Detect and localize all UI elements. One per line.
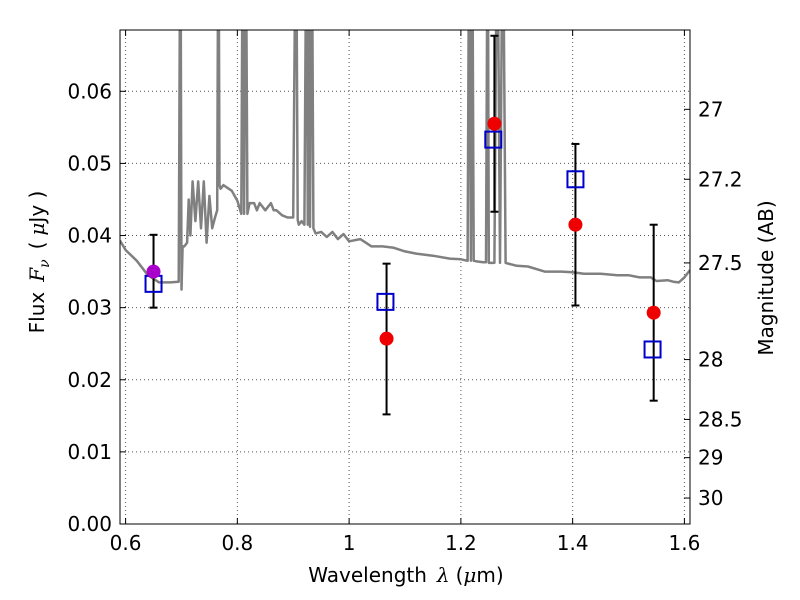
observed-point [146, 264, 161, 279]
magnitude-tick-label: 29 [698, 446, 723, 470]
y-axis-label: FluxFν(μJy ) [25, 191, 53, 334]
y-tick-label: 0.02 [67, 368, 112, 392]
observed-photometry-layer [146, 116, 661, 346]
observed-point [379, 331, 394, 346]
x-tick-label: 0.6 [110, 531, 142, 555]
magnitude-tick-label: 28.5 [698, 407, 743, 431]
y-tick-label: 0.05 [67, 151, 112, 175]
x-tick-label: 1 [343, 531, 356, 555]
y-axis: 0.00 0.01 0.02 0.03 0.04 0.05 0.06 [67, 79, 126, 536]
model-photometry-point [643, 340, 662, 359]
grid [120, 30, 690, 525]
y-tick-label: 0.04 [67, 224, 112, 248]
y-tick-label: 0.06 [67, 79, 112, 103]
magnitude-tick-label: 27 [698, 97, 723, 121]
y-tick-label: 0.00 [67, 512, 112, 536]
magnitude-tick-label: 28 [698, 348, 723, 372]
observed-point [646, 305, 661, 320]
x-tick-label: 1.6 [669, 531, 701, 555]
x-axis-label: Wavelength λ (μm) [308, 563, 503, 587]
x-tick-label: 0.8 [221, 531, 253, 555]
observed-point [487, 116, 502, 131]
magnitude-tick-label: 30 [698, 486, 723, 510]
observed-point [568, 217, 583, 232]
model-sed-layer [120, 30, 690, 291]
model-photometry-point [484, 130, 503, 149]
x-tick-label: 1.4 [557, 531, 589, 555]
model-sed-line [120, 30, 690, 291]
magnitude-tick-label: 27.5 [698, 251, 743, 275]
model-photometry-layer [144, 130, 662, 359]
model-photometry-point [566, 170, 585, 189]
y-tick-label: 0.03 [67, 296, 112, 320]
magnitude-axis-label: Magnitude (AB) [754, 200, 778, 355]
x-axis: 0.6 0.8 1 1.2 1.4 1.6 [110, 30, 701, 555]
y-tick-label: 0.01 [67, 440, 112, 464]
x-tick-label: 1.2 [445, 531, 477, 555]
model-photometry-point [376, 292, 395, 311]
plot-frame [119, 29, 691, 525]
magnitude-axis: 27 27.2 27.5 28 28.5 29 30 [684, 97, 743, 510]
magnitude-tick-label: 27.2 [698, 167, 743, 191]
